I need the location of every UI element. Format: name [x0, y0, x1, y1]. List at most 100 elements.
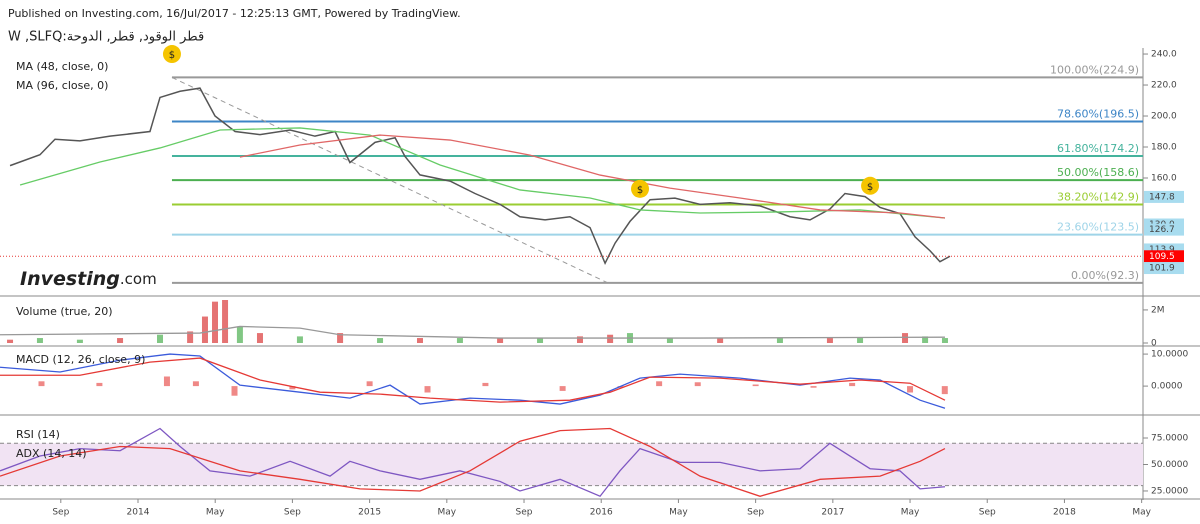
volume-bar [236, 326, 243, 343]
dividend-marker [631, 179, 650, 198]
histogram-bar [424, 386, 431, 393]
histogram-bar [694, 382, 701, 387]
volume-bar [296, 336, 303, 343]
volume-bar [7, 339, 14, 343]
volume-bar [76, 339, 83, 343]
histogram-bar [38, 381, 45, 387]
volume-bar [337, 333, 344, 343]
volume-bar [201, 316, 208, 343]
histogram-bar [366, 381, 373, 387]
volume-bar [157, 334, 164, 343]
series-line [9, 87, 951, 266]
dividend-label: $ [169, 50, 175, 61]
legend-label: MA (96, close, 0) [16, 79, 108, 92]
histogram-bar [941, 386, 948, 395]
price-badge-label: 147.8 [1149, 192, 1175, 202]
volume-bar [922, 336, 929, 343]
volume-bar [36, 338, 43, 343]
y-tick-label: 220.0 [1151, 81, 1177, 91]
fib-label: 100.00%(224.9) [1050, 63, 1139, 76]
histogram-bar [907, 386, 914, 393]
histogram-bar [752, 384, 759, 387]
volume-bar [377, 338, 384, 343]
volume-bar [607, 334, 614, 343]
price-badge-label: 109.5 [1149, 252, 1175, 262]
price-badge [1144, 250, 1184, 263]
price-badge-label: 126.7 [1149, 225, 1175, 235]
fib-label: 50.00%(158.6) [1057, 166, 1139, 179]
legend-label: ADX (14, 14) [16, 447, 87, 460]
volume-bar [576, 336, 583, 343]
histogram-bar [559, 386, 566, 391]
y-tick-label: 10.0000 [1151, 350, 1188, 360]
series-line [0, 427, 946, 498]
x-tick-label: 2017 [821, 508, 844, 518]
volume-bar [222, 300, 229, 343]
x-tick-label: May [438, 508, 457, 518]
dividend-label: $ [637, 185, 643, 196]
histogram-bar [849, 382, 856, 387]
volume-bar [941, 338, 948, 343]
y-tick-label: 2M [1151, 305, 1165, 315]
x-tick-label: 2014 [127, 508, 150, 518]
fib-label: 38.20%(142.9) [1057, 191, 1139, 204]
x-tick-label: Sep [747, 508, 764, 518]
histogram-bar [163, 376, 170, 387]
series-line [0, 325, 945, 339]
volume-bar [212, 301, 219, 343]
volume-bar [857, 338, 864, 343]
histogram-bar [192, 381, 199, 387]
y-tick-label: 0.0000 [1151, 382, 1183, 392]
fib-label: 0.00%(92.3) [1071, 269, 1139, 282]
logo-suffix: .com [120, 270, 157, 288]
y-tick-label: 25.0000 [1151, 486, 1188, 496]
y-tick-label: 160.0 [1151, 174, 1177, 184]
y-tick-label: 240.0 [1151, 50, 1177, 60]
volume-bar [717, 338, 724, 343]
dividend-marker [861, 176, 880, 195]
x-tick-label: Sep [979, 508, 996, 518]
histogram-bar [231, 386, 238, 396]
volume-bar [256, 333, 263, 343]
fib-label: 78.60%(196.5) [1057, 107, 1139, 120]
x-tick-label: 2018 [1053, 508, 1076, 518]
volume-bar [826, 338, 833, 343]
x-tick-label: May [669, 508, 688, 518]
band [0, 443, 1143, 486]
price-badge [1144, 190, 1184, 203]
x-tick-label: May [1132, 508, 1151, 518]
legend-label: MA (48, close, 0) [16, 60, 108, 73]
y-tick-label: 50.0000 [1151, 460, 1188, 470]
series-line [0, 353, 946, 409]
price-badge-label: 113.9 [1149, 245, 1175, 255]
y-tick-label: 75.0000 [1151, 434, 1188, 444]
price-badge-label: 101.9 [1149, 264, 1175, 274]
series-line [19, 127, 946, 219]
y-tick-label: 0 [1151, 339, 1157, 349]
volume-bar [776, 338, 783, 343]
y-tick-label: 200.0 [1151, 112, 1177, 122]
histogram-bar [289, 386, 296, 390]
histogram-bar [482, 382, 489, 387]
histogram-bar [96, 382, 103, 387]
volume-bar [117, 338, 124, 343]
price-badge [1144, 223, 1184, 236]
histogram-bar [810, 386, 817, 388]
x-tick-label: 2016 [590, 508, 613, 518]
volume-bar [456, 338, 463, 343]
volume-bar [187, 331, 194, 343]
volume-bar [666, 338, 673, 343]
y-tick-label: 180.0 [1151, 143, 1177, 153]
logo-text: Investing [20, 268, 120, 290]
symbol-title: W ,SLFQ:قطر الوقود, قطر, الدوحة [8, 30, 204, 45]
panel-label: Volume (true, 20) [16, 305, 113, 318]
legend-label: RSI (14) [16, 428, 60, 441]
x-tick-label: 2015 [358, 508, 381, 518]
volume-bar [537, 338, 544, 343]
panel-label: MACD (12, 26, close, 9) [16, 353, 145, 366]
x-tick-label: May [206, 508, 225, 518]
volume-bar [497, 338, 504, 343]
series-line [0, 357, 946, 403]
